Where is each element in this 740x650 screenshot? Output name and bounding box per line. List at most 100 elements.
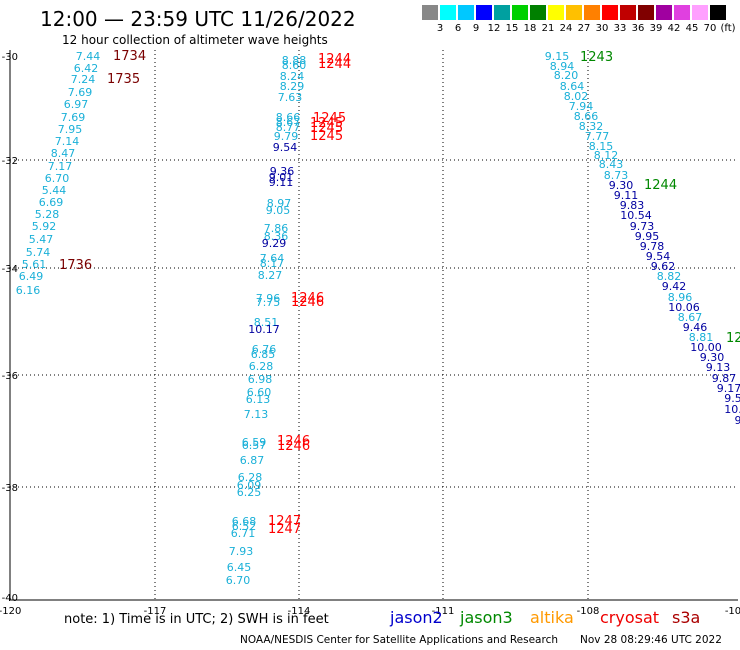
- legend-label: 21: [541, 23, 555, 34]
- swh-value: 5.92: [32, 220, 57, 233]
- legend-swatch: [422, 5, 438, 20]
- pass-time-label: 1247: [268, 514, 301, 529]
- swh-value: 7.75: [256, 296, 281, 309]
- legend-label: 27: [577, 23, 591, 34]
- note-text: note: 1) Time is in UTC; 2) SWH is in fe…: [64, 612, 329, 627]
- swh-value: 10.17: [248, 323, 280, 336]
- swh-value: 7.24: [71, 73, 96, 86]
- swh-value: 7.86: [264, 222, 289, 235]
- swh-value: 7.96: [256, 292, 281, 305]
- legend-swatch: [620, 5, 636, 20]
- swh-value: 9.42: [662, 280, 687, 293]
- swh-value: 6.60: [247, 386, 272, 399]
- pass-time-label: 1246: [277, 434, 310, 449]
- swh-value: 10.54: [620, 209, 652, 222]
- legend-swatch: [440, 5, 456, 20]
- swh-value: 6.68: [232, 515, 257, 528]
- pass-time-label: 1245: [310, 129, 343, 144]
- pass-time-label: 1247: [268, 522, 301, 537]
- swh-value: 9.36: [270, 165, 295, 178]
- swh-value: 8.29: [280, 80, 305, 93]
- swh-value: 7.13: [244, 408, 269, 421]
- pass-time-label: 1734: [113, 49, 146, 64]
- map-title: 12:00 — 23:59 UTC 11/26/2022: [40, 7, 356, 31]
- swh-value: 9.11: [614, 189, 639, 202]
- swh-value: 8.51: [254, 316, 279, 329]
- pass-time-label: 1245: [310, 116, 343, 131]
- map-subtitle: 12 hour collection of altimeter wave hei…: [62, 33, 328, 47]
- swh-value: 8.24: [280, 70, 305, 83]
- legend-unit: (ft): [720, 23, 736, 34]
- legend-label: 36: [631, 23, 645, 34]
- swh-value: 8.81: [689, 331, 714, 344]
- swh-value: 9.30: [609, 179, 634, 192]
- swh-value: 5.28: [35, 208, 60, 221]
- swh-value: 8.20: [554, 69, 579, 82]
- swh-value: 6.87: [240, 454, 265, 467]
- satellite-label-s3a: s3a: [672, 608, 701, 627]
- swh-value: 6.69: [39, 196, 64, 209]
- swh-value: 9.29: [262, 237, 287, 250]
- pass-time-label: 1244: [318, 52, 351, 67]
- pass-time-label: 1735: [107, 72, 140, 87]
- swh-value: 6.28: [238, 471, 263, 484]
- swh-value: 7.95: [58, 123, 83, 136]
- legend-swatch: [566, 5, 582, 20]
- legend-label: 70: [703, 23, 717, 34]
- swh-value: 9.17: [717, 382, 740, 395]
- swh-value: 8.02: [564, 90, 589, 103]
- legend-swatch: [512, 5, 528, 20]
- swh-value: 7.94: [569, 100, 594, 113]
- swh-value: 10.00: [690, 341, 722, 354]
- timestamp-text: Nov 28 08:29:46 UTC 2022: [580, 634, 722, 646]
- swh-value: 9.5: [724, 392, 740, 405]
- swh-value: 8.43: [599, 158, 624, 171]
- swh-value: 5.47: [29, 233, 54, 246]
- swh-value: 9.05: [266, 204, 291, 217]
- swh-value: 9.01: [269, 171, 294, 184]
- swh-value: 5.61: [22, 258, 47, 271]
- swh-value: 7.44: [76, 50, 101, 63]
- legend-label: 42: [667, 23, 681, 34]
- legend-swatch: [710, 5, 726, 20]
- swh-value: 8.66: [276, 111, 301, 124]
- pass-time-label: 12: [726, 331, 740, 346]
- swh-value: 8.27: [258, 269, 283, 282]
- swh-value: 8.82: [657, 270, 682, 283]
- swh-value: 9.79: [274, 130, 299, 143]
- legend-swatch: [476, 5, 492, 20]
- swh-value: 8.67: [678, 311, 703, 324]
- lat-tick-label: -36: [2, 371, 18, 382]
- swh-value: 9.54: [646, 250, 671, 263]
- swh-value: 6.76: [252, 343, 277, 356]
- swh-value: 6.98: [248, 373, 273, 386]
- swh-value: 9.13: [706, 361, 731, 374]
- swh-value: 7.63: [278, 91, 303, 104]
- swh-value: 7.64: [260, 252, 285, 265]
- lat-tick-label: -38: [2, 483, 18, 494]
- swh-value: 9.95: [635, 230, 660, 243]
- lat-tick-label: -30: [2, 52, 18, 63]
- swh-value: 6.57: [242, 439, 267, 452]
- legend-swatch: [638, 5, 654, 20]
- swh-value: 8.96: [668, 291, 693, 304]
- swh-value: 9.83: [620, 199, 645, 212]
- credit-text: NOAA/NESDIS Center for Satellite Applica…: [240, 634, 558, 646]
- swh-value: 6.70: [45, 172, 70, 185]
- swh-value: 9.73: [630, 220, 655, 233]
- legend-label: 6: [454, 23, 462, 34]
- swh-value: 8.97: [267, 197, 292, 210]
- swh-value: 5.74: [26, 246, 51, 259]
- satellite-label-altika: altika: [530, 608, 574, 627]
- legend-swatch: [548, 5, 564, 20]
- swh-value: 7.69: [61, 111, 86, 124]
- swh-value: 8.17: [260, 257, 285, 270]
- swh-value: 8.60: [282, 59, 307, 72]
- lat-tick-label: -32: [2, 156, 18, 167]
- swh-value: 7.14: [55, 135, 80, 148]
- swh-value: 6.13: [246, 393, 271, 406]
- legend-swatch: [530, 5, 546, 20]
- lon-tick-label: -108: [577, 606, 600, 617]
- legend-swatch: [656, 5, 672, 20]
- legend-label: 18: [523, 23, 537, 34]
